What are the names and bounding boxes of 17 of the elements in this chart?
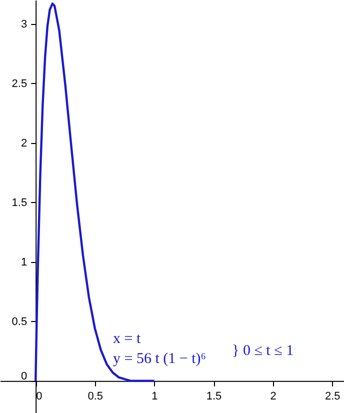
x-tick-label: 1 xyxy=(152,390,158,402)
y-tick-label: 2.5 xyxy=(12,78,28,90)
x-tick-label: 0.5 xyxy=(88,390,104,402)
x-tick-label: 1.5 xyxy=(206,390,222,402)
annotation: x = t xyxy=(113,331,142,347)
x-tick-label: 0 xyxy=(36,390,42,402)
annotation: y = 56 t (1 − t)⁶ xyxy=(113,351,206,367)
y-tick-label: 0.5 xyxy=(12,316,28,328)
x-tick-label: 2.5 xyxy=(324,390,340,402)
y-tick-label: 1 xyxy=(20,256,28,268)
y-tick-label: 1.5 xyxy=(12,196,28,209)
line-series xyxy=(34,2,156,382)
annotation: } 0 ≤ t ≤ 1 xyxy=(232,343,294,359)
y-tick-label: 3 xyxy=(20,18,28,30)
x-tick-label: 2 xyxy=(270,390,276,402)
y-tick-label: 0 xyxy=(20,370,28,382)
y-tick-label: 2 xyxy=(20,137,28,150)
